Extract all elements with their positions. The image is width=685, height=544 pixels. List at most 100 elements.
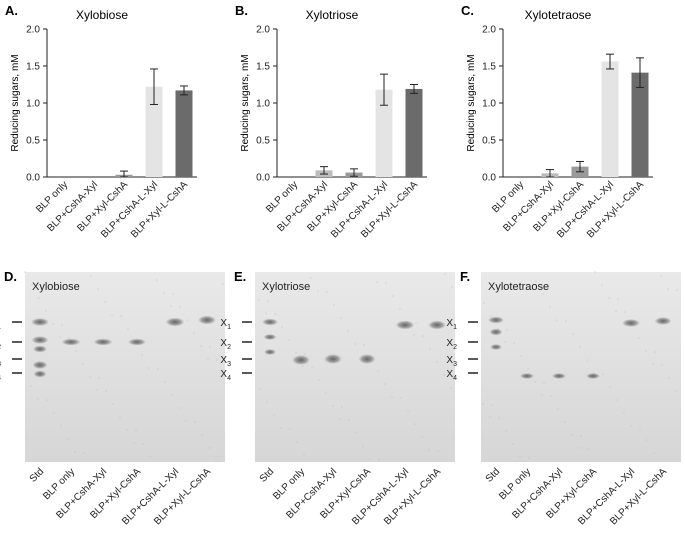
gel-speckle xyxy=(24,271,26,273)
gel-speckle xyxy=(429,348,431,350)
gel-speckle xyxy=(377,370,379,372)
gel-speckle xyxy=(519,456,521,458)
gel-speckle xyxy=(288,339,290,341)
lane-label: BLP+Xyl-L-CshA xyxy=(152,466,213,527)
gel-speckle xyxy=(369,458,371,460)
gel-speckle xyxy=(258,299,260,301)
gel-speckle xyxy=(164,381,166,383)
gel-speckle xyxy=(112,403,114,405)
gel-spot xyxy=(128,338,146,346)
gel-speckle xyxy=(274,313,276,315)
gel-speckle xyxy=(645,350,647,352)
gel-spot xyxy=(263,334,277,340)
gel-speckle xyxy=(193,332,195,334)
gel-speckle xyxy=(660,275,662,277)
gel-spot xyxy=(165,317,185,327)
gel-speckle xyxy=(96,389,98,391)
gel-speckle xyxy=(67,438,69,440)
gel-speckle xyxy=(185,420,187,422)
x-tick-label: BLP+Xyl-L-CshA xyxy=(359,179,420,240)
gel-speckle xyxy=(452,375,454,377)
panel-letter: F. xyxy=(460,269,470,284)
gel-speckle xyxy=(223,372,225,374)
gel-speckle xyxy=(289,428,291,430)
gel-speckle xyxy=(310,277,312,279)
gel-speckle xyxy=(273,414,275,416)
gel-speckle xyxy=(208,447,210,449)
gel-speckle xyxy=(579,346,581,348)
gel-speckle xyxy=(60,425,62,427)
gel-speckle xyxy=(400,397,402,399)
gel-spot xyxy=(32,361,48,369)
gel-speckle xyxy=(617,298,619,300)
marker-label: X4 xyxy=(0,369,1,382)
gel-speckle xyxy=(178,407,180,409)
gel-speckle xyxy=(37,398,39,400)
gel-speckle xyxy=(542,293,544,295)
gel-speckle xyxy=(528,457,530,459)
panel-a: A. Xylobiose Reducing sugars, mM 0.0 0.5 1… xyxy=(5,3,197,240)
bar xyxy=(145,86,163,177)
marker-label: X3 xyxy=(0,355,1,368)
gel-speckle xyxy=(141,354,143,356)
gel-speckle xyxy=(317,290,319,292)
y-tick-label: 1.5 xyxy=(256,62,270,73)
gel-speckle xyxy=(149,456,151,458)
gel-speckle xyxy=(557,408,559,410)
gel-spot xyxy=(292,355,310,365)
gel-speckle xyxy=(83,452,85,454)
gel-speckle xyxy=(38,297,40,299)
gel-speckle xyxy=(543,382,545,384)
gel-speckle xyxy=(608,297,610,299)
panel-c: C. Xylotetraose Reducing sugars, mM 0.0 0… xyxy=(461,3,653,240)
bar xyxy=(375,89,393,177)
y-tick-label: 1.0 xyxy=(26,99,40,110)
gel-speckle xyxy=(384,383,386,385)
gel-speckle xyxy=(498,417,500,419)
gel-speckle xyxy=(513,342,515,344)
gel-spot xyxy=(489,328,503,336)
gel-speckle xyxy=(668,377,670,379)
gel-speckle xyxy=(53,412,55,414)
panel-letter: B. xyxy=(235,3,248,18)
y-axis-label: Reducing sugars, mM xyxy=(240,54,251,151)
y-tick-label: 1.0 xyxy=(256,99,270,110)
gel-speckle xyxy=(638,337,640,339)
gel-spot xyxy=(262,318,278,326)
bar xyxy=(631,72,649,177)
gel-speckle xyxy=(580,435,582,437)
gel-speckle xyxy=(601,284,603,286)
gel-speckle xyxy=(111,314,113,316)
gel-spot xyxy=(31,318,49,326)
gel-speckle xyxy=(296,441,298,443)
lane-label: Std xyxy=(28,466,46,484)
gel-title: Xylobiose xyxy=(32,281,80,293)
chart-title: Xylobiose xyxy=(76,8,128,22)
gel-spot xyxy=(490,344,502,350)
gel-speckle xyxy=(437,450,439,452)
marker-label: X2 xyxy=(0,338,1,351)
y-tick-label: 0.0 xyxy=(482,173,496,184)
gel-speckle xyxy=(639,426,641,428)
gel-speckle xyxy=(362,445,364,447)
marker-label: X4 xyxy=(446,369,457,382)
gel-speckle xyxy=(133,442,135,444)
gel-speckle xyxy=(186,319,188,321)
gel-speckle xyxy=(520,355,522,357)
y-tick-label: 1.5 xyxy=(26,62,40,73)
panel-d: D. XylobioseX1X2X3X4StdBLP onlyBLP+CshA-… xyxy=(0,269,225,527)
marker-label: X1 xyxy=(0,318,1,331)
gel-speckle xyxy=(482,403,484,405)
gel-speckle xyxy=(265,312,267,314)
marker-label: X3 xyxy=(220,355,231,368)
gel-speckle xyxy=(624,311,626,313)
panel-letter: E. xyxy=(234,269,246,284)
gel-spot xyxy=(93,338,113,346)
gel-speckle xyxy=(127,328,129,330)
y-tick-label: 0.0 xyxy=(26,173,40,184)
gel-speckle xyxy=(295,352,297,354)
gel-speckle xyxy=(586,359,588,361)
